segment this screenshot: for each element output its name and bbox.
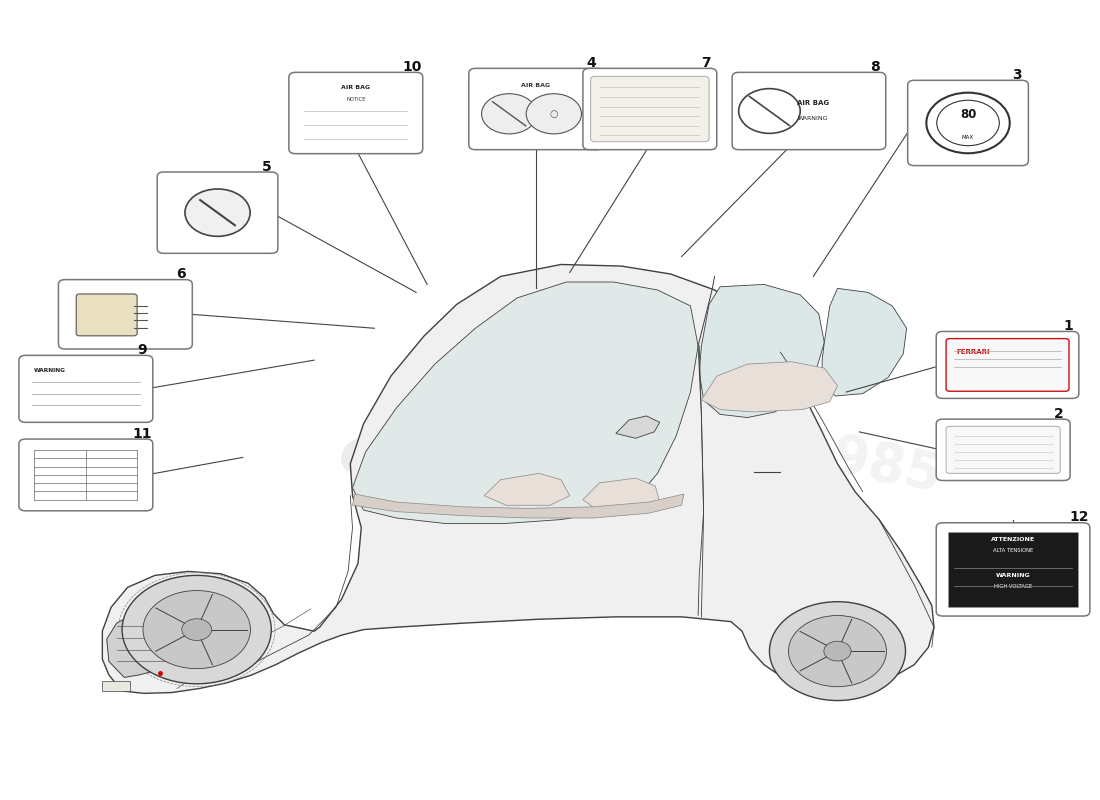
Polygon shape bbox=[616, 416, 660, 438]
Text: 7: 7 bbox=[701, 56, 711, 70]
Polygon shape bbox=[702, 362, 837, 412]
FancyBboxPatch shape bbox=[936, 419, 1070, 481]
Polygon shape bbox=[352, 282, 698, 523]
Circle shape bbox=[789, 615, 887, 686]
Circle shape bbox=[937, 100, 999, 146]
Text: a provider for parts: a provider for parts bbox=[366, 514, 636, 542]
Text: WARNING: WARNING bbox=[799, 117, 828, 122]
Bar bbox=[102, 682, 130, 691]
Text: 8: 8 bbox=[870, 60, 880, 74]
Circle shape bbox=[739, 89, 800, 134]
Text: FERRARI: FERRARI bbox=[956, 349, 990, 355]
FancyBboxPatch shape bbox=[946, 426, 1060, 474]
FancyBboxPatch shape bbox=[469, 68, 603, 150]
Circle shape bbox=[526, 94, 582, 134]
Text: ATTENZIONE: ATTENZIONE bbox=[991, 537, 1035, 542]
Circle shape bbox=[143, 590, 251, 669]
Text: MAX: MAX bbox=[962, 135, 975, 140]
FancyBboxPatch shape bbox=[583, 68, 717, 150]
FancyBboxPatch shape bbox=[19, 439, 153, 511]
Circle shape bbox=[769, 602, 905, 701]
Text: 1: 1 bbox=[1063, 319, 1072, 333]
Text: WARNING: WARNING bbox=[996, 573, 1031, 578]
Text: HIGH VOLTAGE: HIGH VOLTAGE bbox=[994, 584, 1032, 589]
Text: ALTA TENSIONE: ALTA TENSIONE bbox=[993, 548, 1033, 554]
Circle shape bbox=[824, 642, 851, 661]
FancyBboxPatch shape bbox=[936, 331, 1079, 398]
FancyBboxPatch shape bbox=[936, 522, 1090, 616]
Text: 3: 3 bbox=[1013, 68, 1022, 82]
FancyBboxPatch shape bbox=[19, 355, 153, 422]
Circle shape bbox=[482, 94, 537, 134]
Text: NOTICE: NOTICE bbox=[346, 97, 365, 102]
FancyBboxPatch shape bbox=[591, 76, 710, 142]
Text: 2: 2 bbox=[1054, 406, 1064, 421]
Text: AIR BAG: AIR BAG bbox=[798, 100, 829, 106]
FancyBboxPatch shape bbox=[946, 338, 1069, 391]
Polygon shape bbox=[700, 285, 824, 418]
FancyBboxPatch shape bbox=[157, 172, 278, 254]
Polygon shape bbox=[484, 474, 570, 506]
Text: 10: 10 bbox=[403, 60, 421, 74]
Polygon shape bbox=[583, 478, 660, 512]
Polygon shape bbox=[107, 607, 197, 678]
FancyBboxPatch shape bbox=[76, 294, 138, 336]
Text: 80: 80 bbox=[960, 109, 976, 122]
Text: ○: ○ bbox=[550, 109, 558, 118]
Text: eurocars: eurocars bbox=[339, 426, 640, 486]
FancyBboxPatch shape bbox=[289, 72, 422, 154]
Text: 12: 12 bbox=[1069, 510, 1089, 524]
Text: 4: 4 bbox=[586, 56, 596, 70]
Polygon shape bbox=[102, 265, 934, 694]
Text: AIR BAG: AIR BAG bbox=[521, 82, 550, 88]
Circle shape bbox=[122, 575, 272, 684]
Text: 11: 11 bbox=[132, 426, 152, 441]
Circle shape bbox=[182, 618, 211, 641]
Text: AIR BAG: AIR BAG bbox=[341, 85, 371, 90]
FancyBboxPatch shape bbox=[733, 72, 886, 150]
Text: 5: 5 bbox=[262, 159, 272, 174]
Polygon shape bbox=[822, 288, 906, 396]
Text: 9: 9 bbox=[138, 343, 146, 357]
Circle shape bbox=[185, 189, 250, 236]
Bar bbox=[948, 531, 1078, 607]
Text: 1985: 1985 bbox=[791, 423, 945, 505]
FancyBboxPatch shape bbox=[58, 280, 192, 349]
FancyBboxPatch shape bbox=[908, 80, 1028, 166]
Polygon shape bbox=[352, 494, 684, 518]
Circle shape bbox=[926, 93, 1010, 154]
Text: WARNING: WARNING bbox=[34, 368, 66, 373]
Text: 6: 6 bbox=[176, 267, 186, 282]
